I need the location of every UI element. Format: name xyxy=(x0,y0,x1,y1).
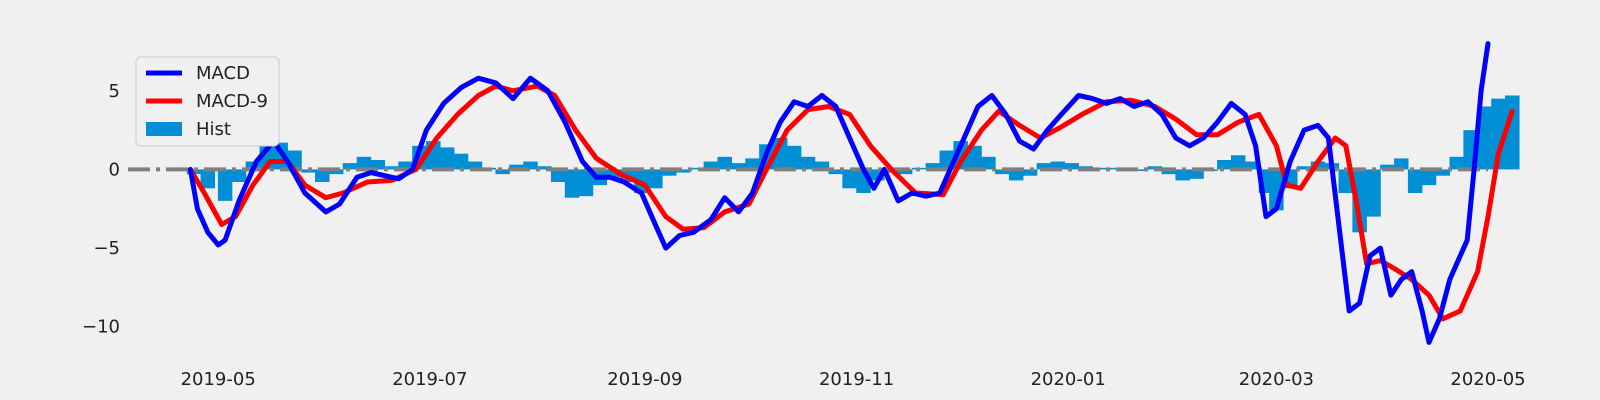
hist-bar xyxy=(370,159,386,170)
hist-bar xyxy=(356,156,372,170)
hist-bar xyxy=(1407,169,1423,193)
hist-bar xyxy=(1366,169,1381,217)
hist-bar xyxy=(231,169,247,182)
hist-bar xyxy=(1352,169,1367,233)
y-axis-ticks: 5 0 −5 −10 xyxy=(82,81,120,338)
hist-bar xyxy=(689,167,705,170)
hist-bar xyxy=(1175,169,1190,181)
x-tick-label: 2020-03 xyxy=(1239,369,1314,390)
hist-bar xyxy=(814,161,830,170)
hist-bar xyxy=(1380,164,1395,170)
hist-bar xyxy=(1477,106,1492,170)
legend-hist-swatch xyxy=(146,122,182,136)
hist-bar xyxy=(1296,166,1312,170)
hist-bar xyxy=(439,147,455,170)
hist-bar xyxy=(842,169,857,189)
hist-bar xyxy=(731,163,746,170)
hist-bar xyxy=(564,169,580,198)
hist-bar xyxy=(1050,161,1066,170)
y-tick-label: −5 xyxy=(93,238,120,259)
hist-bar xyxy=(925,163,941,170)
hist-bar xyxy=(800,156,816,170)
hist-bar xyxy=(675,169,691,173)
x-tick-label: 2019-07 xyxy=(392,369,467,390)
x-axis-ticks: 2019-05 2019-07 2019-09 2019-11 2020-01 2020-… xyxy=(181,369,1526,390)
hist-bar xyxy=(328,169,344,175)
hist-bar xyxy=(1244,161,1260,170)
hist-bar xyxy=(1217,159,1232,170)
hist-bar xyxy=(1449,156,1465,170)
hist-bar xyxy=(1161,169,1177,175)
x-tick-label: 2020-01 xyxy=(1031,369,1106,390)
hist-bar xyxy=(1133,169,1149,171)
hist-bar xyxy=(1022,169,1038,176)
hist-bar xyxy=(981,156,996,170)
hist-bar xyxy=(648,169,663,189)
hist-bar xyxy=(703,161,719,170)
hist-bar xyxy=(1008,169,1024,181)
legend: MACD MACD-9 Hist xyxy=(135,56,280,147)
hist-bar xyxy=(967,145,982,170)
x-tick-label: 2019-09 xyxy=(607,369,682,390)
hist-bar xyxy=(1189,169,1204,179)
hist-bar xyxy=(509,164,524,170)
y-tick-label: −10 xyxy=(82,317,120,338)
hist-bar xyxy=(495,169,510,175)
hist-bar xyxy=(200,169,216,189)
hist-bar xyxy=(398,161,413,170)
hist-bar xyxy=(995,169,1010,175)
hist-bar xyxy=(1036,163,1052,170)
hist-bar xyxy=(217,169,233,201)
x-tick-label: 2019-11 xyxy=(819,369,894,390)
macd-line xyxy=(187,41,1491,345)
hist-bar xyxy=(717,156,732,170)
legend-hist-label: Hist xyxy=(196,119,231,140)
hist-bar xyxy=(467,161,483,170)
x-tick-label: 2020-05 xyxy=(1450,369,1525,390)
y-tick-label: 0 xyxy=(109,159,120,180)
hist-bar xyxy=(342,163,358,170)
hist-bar xyxy=(578,169,594,197)
hist-bar xyxy=(1064,163,1079,170)
hist-bar xyxy=(661,169,677,176)
hist-bar xyxy=(828,169,843,175)
hist-bar xyxy=(523,161,538,170)
hist-bar xyxy=(1106,167,1121,170)
hist-bar xyxy=(606,169,621,178)
hist-bar xyxy=(870,169,885,181)
hist-bar xyxy=(537,166,552,170)
hist-bar xyxy=(384,166,399,170)
hist-bar xyxy=(745,158,760,170)
hist-bar xyxy=(1505,95,1520,170)
hist-bar xyxy=(897,169,913,175)
legend-macd-label: MACD xyxy=(196,63,250,84)
hist-bar xyxy=(315,169,330,182)
hist-bar xyxy=(786,145,802,170)
x-tick-label: 2019-05 xyxy=(181,369,256,390)
hist-bar xyxy=(1421,169,1437,186)
legend-macd-9-label: MACD-9 xyxy=(196,91,268,112)
hist-bar xyxy=(1394,158,1409,170)
hist-bar xyxy=(1435,169,1451,176)
hist-bar xyxy=(1491,98,1506,170)
hist-bar xyxy=(453,153,469,170)
hist-bar xyxy=(550,169,566,182)
y-tick-label: 5 xyxy=(109,81,120,102)
hist-bar xyxy=(1230,155,1246,170)
